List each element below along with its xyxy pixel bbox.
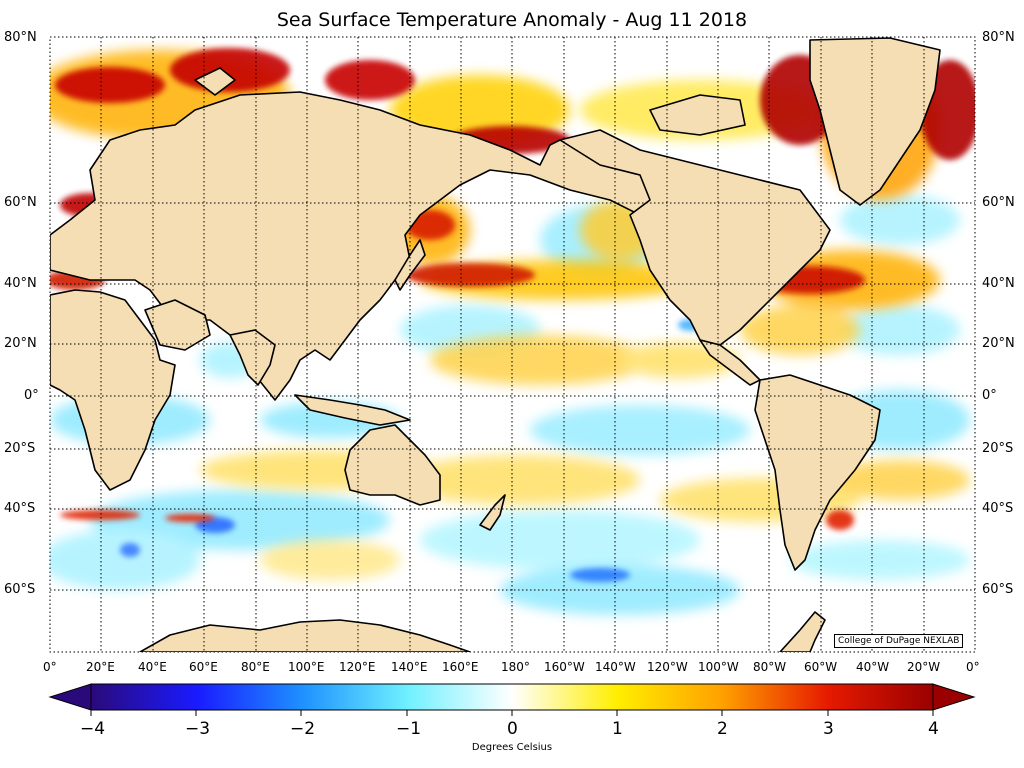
lat-label-right: 60°S	[982, 582, 1014, 597]
north-america-land	[559, 129, 831, 346]
lat-label-left: 60°N	[4, 195, 37, 210]
lat-label-left: 20°N	[4, 336, 37, 351]
colorbar-tick-label: −4	[80, 719, 106, 739]
australia-land	[344, 424, 441, 506]
lon-label: 120°W	[647, 660, 688, 674]
lon-label: 120°E	[339, 660, 376, 674]
lon-label: 100°W	[698, 660, 739, 674]
colorbar-tick-label: 1	[612, 719, 623, 739]
colorbar-tick-label: −2	[290, 719, 316, 739]
lat-label-right: 20°N	[982, 336, 1015, 351]
lon-label: 160°W	[544, 660, 585, 674]
colorbar-tick-label: 2	[717, 719, 728, 739]
colorbar-tick-label: 4	[928, 719, 939, 739]
lon-label: 60°E	[189, 660, 218, 674]
colorbar-extend-low	[48, 683, 92, 711]
lon-label: 180°	[501, 660, 530, 674]
map-frame	[49, 36, 976, 653]
lon-label: 80°W	[753, 660, 787, 674]
colorbar-gradient	[90, 683, 934, 711]
arabia-land	[144, 299, 211, 351]
lon-label: 60°W	[804, 660, 838, 674]
indonesia-land	[294, 394, 411, 426]
lon-label: 100°E	[288, 660, 325, 674]
central-america-land	[699, 339, 761, 386]
india-land	[229, 329, 276, 386]
lat-label-right: 20°S	[982, 441, 1014, 456]
antarctic-peninsula-land	[779, 611, 826, 652]
arctic-islands-land	[649, 94, 746, 136]
lat-label-left: 40°S	[4, 501, 36, 516]
africa-land	[50, 289, 176, 491]
lat-label-left: 40°N	[4, 276, 37, 291]
landmasses	[50, 37, 941, 652]
colorbar	[48, 683, 976, 716]
map-title: Sea Surface Temperature Anomaly - Aug 11…	[276, 9, 748, 31]
colorbar-tick-label: −1	[396, 719, 422, 739]
lon-label: 0°	[43, 660, 57, 674]
colorbar-tick-label: 3	[823, 719, 834, 739]
antarctica-land	[139, 619, 471, 652]
lat-label-right: 0°	[982, 388, 997, 403]
lon-label: 40°E	[138, 660, 167, 674]
lon-label: 20°E	[86, 660, 115, 674]
graticule	[50, 37, 975, 652]
lat-label-right: 40°N	[982, 276, 1015, 291]
lat-label-right: 60°N	[982, 195, 1015, 210]
lat-label-left: 80°N	[4, 30, 37, 45]
new-zealand-land	[479, 494, 506, 531]
colorbar-caption: Degrees Celsius	[471, 742, 553, 753]
lat-label-right: 40°S	[982, 501, 1014, 516]
colorbar-tick-label: −3	[185, 719, 211, 739]
lat-label-right: 80°N	[982, 30, 1015, 45]
greenland-land	[809, 37, 941, 206]
svalbard-land	[194, 67, 236, 96]
lon-label: 140°E	[391, 660, 428, 674]
south-america-land	[754, 374, 881, 571]
lon-label: 140°W	[595, 660, 636, 674]
lon-label: 40°W	[856, 660, 890, 674]
lon-label: 80°E	[241, 660, 270, 674]
colorbar-tick-label: 0	[507, 719, 518, 739]
lon-label: 20°W	[907, 660, 941, 674]
lon-label: 160°E	[442, 660, 479, 674]
colorbar-extend-high	[932, 683, 976, 711]
lat-label-left: 0°	[24, 388, 39, 403]
lat-label-left: 60°S	[4, 582, 36, 597]
credit-label: College of DuPage NEXLAB	[834, 634, 964, 648]
lon-label: 0°	[966, 660, 980, 674]
lat-label-left: 20°S	[4, 441, 36, 456]
